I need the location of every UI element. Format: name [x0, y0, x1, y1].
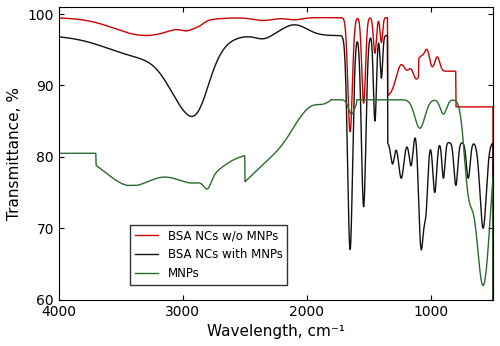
- BSA NCs with MNPs: [228, 39, 234, 44]
- BSA NCs w/o MNPs: [332, 16, 338, 20]
- MNPs: [220, 165, 226, 169]
- BSA NCs with MNPs: [220, 48, 226, 53]
- MNPs: [170, 176, 175, 180]
- BSA NCs with MNPs: [266, 35, 272, 39]
- BSA NCs w/o MNPs: [220, 16, 226, 20]
- BSA NCs w/o MNPs: [228, 16, 234, 20]
- BSA NCs w/o MNPs: [78, 18, 84, 22]
- MNPs: [228, 159, 234, 163]
- BSA NCs with MNPs: [350, 161, 356, 165]
- BSA NCs w/o MNPs: [56, 300, 62, 304]
- MNPs: [328, 97, 334, 101]
- Line: MNPs: MNPs: [58, 99, 493, 346]
- BSA NCs w/o MNPs: [266, 18, 272, 22]
- Y-axis label: Transmittance, %: Transmittance, %: [7, 87, 22, 220]
- Legend: BSA NCs w/o MNPs, BSA NCs with MNPs, MNPs: BSA NCs w/o MNPs, BSA NCs with MNPs, MNP…: [130, 225, 287, 285]
- BSA NCs with MNPs: [56, 311, 62, 316]
- BSA NCs w/o MNPs: [170, 28, 175, 32]
- Line: BSA NCs with MNPs: BSA NCs with MNPs: [58, 25, 493, 346]
- BSA NCs with MNPs: [292, 23, 298, 27]
- BSA NCs w/o MNPs: [350, 76, 356, 80]
- BSA NCs with MNPs: [78, 38, 84, 43]
- MNPs: [78, 151, 84, 155]
- BSA NCs with MNPs: [170, 91, 175, 95]
- MNPs: [266, 157, 272, 161]
- Line: BSA NCs w/o MNPs: BSA NCs w/o MNPs: [58, 18, 493, 346]
- X-axis label: Wavelength, cm⁻¹: Wavelength, cm⁻¹: [207, 324, 345, 339]
- MNPs: [350, 111, 356, 115]
